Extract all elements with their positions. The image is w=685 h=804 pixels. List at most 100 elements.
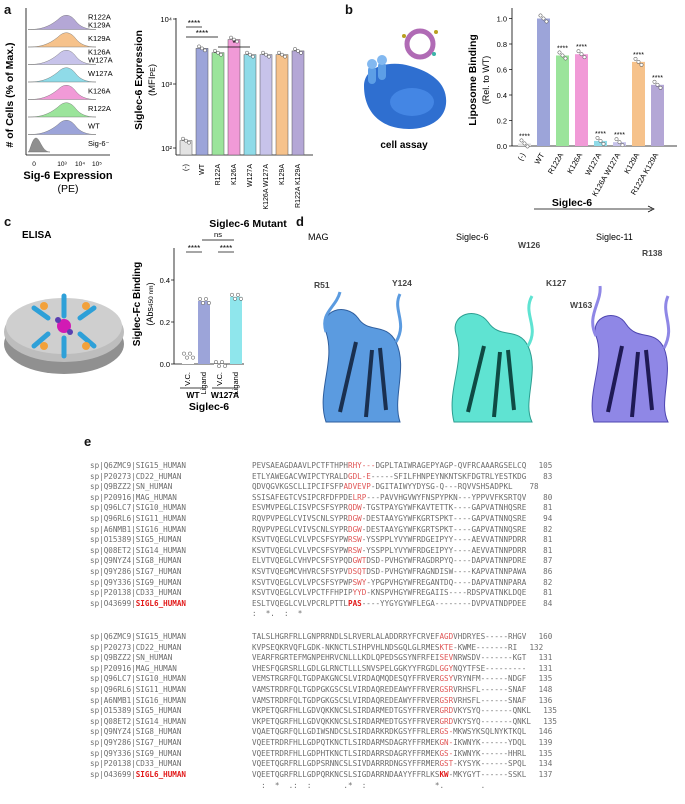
- alignment-row-sequence: VQEETQGRFRLLGDPQRKNCSLSIGDARRNDAAYYFFRLK…: [252, 769, 527, 779]
- alignment-row: sp|Q9BZZ2|SN_HUMAN VEARFRGRTEFMGNPEHRVCNL…: [90, 653, 557, 664]
- alignment-row: sp|Q96LC7|SIG10_HUMAN ESVMVPEGLCISVPCSFSY…: [90, 503, 552, 514]
- histogram-row-label: K129A: [88, 21, 111, 30]
- alignment-row: sp|A6NMB1|SIG16_HUMAN RQVPVPEGLCVIVSCNLSY…: [90, 525, 552, 536]
- alignment-row-id: sp|Q9Y336|SIG9_HUMAN: [90, 748, 182, 758]
- alignment-row: sp|O15389|SIG5_HUMAN KSVTVQEGLCVLVPCSFSYP…: [90, 535, 552, 546]
- alignment-row: sp|A6NMB1|SIG16_HUMAN VAMSTRDRFQLTGDPGKGS…: [90, 696, 557, 707]
- bar-ytick-2: 10⁴: [160, 15, 172, 24]
- alignment-row: sp|Q9Y286|SIG7_HUMAN KSVTVQEGMCVHVRCSFSYP…: [90, 567, 552, 578]
- liposome-category-label: (-): [516, 151, 528, 162]
- liposome-replicate-point: [620, 143, 625, 148]
- alignment-row-sequence: ELVTVQEGLCVHVPCSFSYPQDGWTDSD-PVHGYWFRAGD…: [252, 556, 527, 566]
- expression-category-label: WT: [199, 163, 206, 175]
- expression-replicate-point: [200, 46, 204, 51]
- expression-category-label: K126A W127A: [263, 164, 270, 210]
- sig-a-2: ****: [196, 29, 208, 38]
- alignment-row-position: 82: [543, 524, 553, 534]
- b-ytick: 1.0: [497, 15, 507, 24]
- histogram-ylabel: # of Cells (% of Max.): [4, 42, 16, 147]
- expression-replicate-point: [245, 50, 249, 55]
- siglec6-k127: K127: [546, 278, 567, 288]
- histogram-row: [27, 85, 97, 100]
- panel-label-e: e: [84, 434, 92, 449]
- liposome-replicate-point: [519, 138, 524, 143]
- liposome-sig-label: ****: [557, 45, 568, 52]
- histogram-row-label: W127A: [88, 69, 113, 78]
- liposome-replicate-point: [576, 49, 581, 54]
- alignment-row-sequence: KSVTVQEGLCVLVPCSFSYPWRSW-YSSPPLYVYWFRDGE…: [252, 545, 527, 555]
- elisa-category-label: Ligand: [231, 372, 240, 395]
- liposome-replicate-point: [639, 62, 644, 67]
- histogram-row-label: W127A: [88, 56, 113, 65]
- alignment-row: sp|Q9Y336|SIG9_HUMAN KSVTVQEGLCVLVPCSFSYP…: [90, 578, 552, 589]
- alignment-row-sequence: VQAETQGRFQLLGDIWSNDCSLSIRDARKRDKGSYFFRLE…: [252, 727, 527, 737]
- expression-replicate-point: [283, 54, 287, 59]
- alignment-row-position: 78: [529, 482, 539, 492]
- elisa-replicate-point: [201, 301, 205, 305]
- elisa-replicate-point: [223, 364, 227, 368]
- alignment-row-id: sp|Q96LC7|SIG10_HUMAN: [90, 503, 187, 513]
- alignment-row-position: 160: [538, 632, 553, 641]
- bar-xlabel: Siglec-6 Mutant: [209, 218, 287, 230]
- alignment-row-sequence: RQVPVPEGLCVIVSCNLSYPRDGW-DESTAAYGYWFKGRT…: [252, 513, 527, 523]
- alignment-row-id: sp|A6NMB1|SIG16_HUMAN: [90, 524, 187, 534]
- histogram-row-label: K126A: [88, 87, 111, 96]
- alignment-row-position: 146: [538, 727, 553, 737]
- alignment-row: sp|Q9BZZ2|SN_HUMAN QDVQGVKGSCLLIPCIFSFPAD…: [90, 482, 552, 493]
- alignment-row-position: 131: [538, 663, 553, 673]
- alignment-row: sp|Q08ET2|SIG14_HUMAN KSVTVQEGLCVLVPCSFSY…: [90, 546, 552, 557]
- alignment-row-position: 139: [538, 737, 553, 747]
- alignment-row-position: 137: [538, 769, 553, 779]
- alignment-row: sp|Q6ZMC9|SIG15_HUMAN TALSLHGRFRLLGNPRRND…: [90, 632, 557, 643]
- elisa-replicate-point: [233, 296, 237, 301]
- liposome-replicate-point: [652, 79, 657, 84]
- histogram-row: [27, 102, 97, 118]
- alignment-row-position: 136: [538, 695, 553, 705]
- expression-replicate-point: [264, 52, 268, 57]
- elisa-plate-illustration: ELISA: [4, 230, 124, 374]
- alignment-row-id: sp|O43699|SIGL6_HUMAN: [90, 769, 187, 779]
- c-group-wt: WT: [186, 390, 200, 400]
- expression-replicate-point: [261, 50, 265, 55]
- liposome-replicate-point: [522, 141, 527, 146]
- histogram-row: [27, 120, 97, 135]
- alignment-row-sequence: PEVSAEAGDAAVLPCTFTHPHRHY---DGPLTAIWRAGEP…: [252, 461, 527, 470]
- alignment-row: sp|O15389|SIG5_HUMAN VKPETQGRFHLLGDVQKKNC…: [90, 706, 557, 717]
- expression-replicate-point: [235, 39, 239, 44]
- expression-replicate-point: [213, 48, 217, 53]
- c-group-w127a: W127A: [211, 390, 239, 400]
- expression-replicate-point: [280, 52, 284, 57]
- alignment-row-id: sp|O43699|SIGL6_HUMAN: [90, 598, 187, 608]
- alignment-row-id: sp|P20916|MAG_HUMAN: [90, 663, 177, 673]
- liposome-replicate-point: [557, 50, 562, 55]
- liposome-replicate-point: [614, 137, 619, 142]
- liposome-category-label: K126A: [565, 151, 584, 175]
- hist-xtick-0: 0: [32, 161, 36, 168]
- alignment-row-id: sp|Q9Y336|SIG9_HUMAN: [90, 577, 182, 587]
- elisa-replicate-point: [204, 297, 208, 301]
- expression-replicate-point: [299, 51, 303, 55]
- alignment-row-position: 131: [538, 653, 553, 663]
- liposome-replicate-point: [601, 141, 606, 146]
- expression-bar: [243, 54, 257, 156]
- elisa-category-label: V.C.: [215, 372, 224, 386]
- liposome-category-label: K129A: [622, 151, 641, 175]
- expression-replicate-point: [232, 37, 236, 42]
- expression-bar: [195, 48, 209, 156]
- alignment-row-position: 87: [543, 556, 553, 566]
- expression-replicate-point: [229, 35, 233, 40]
- mag-r51: R51: [314, 280, 330, 290]
- alignment-row: sp|P20138|CD33_HUMAN KSVTVQEGLCVLVPCTFFHP…: [90, 588, 552, 599]
- alignment-row: sp|Q9Y336|SIG9_HUMAN VQEETRDRFHLLGDPHTKNC…: [90, 749, 557, 760]
- alignment-row: sp|Q96RL6|SIG11_HUMAN RQVPVPEGLCVIVSCNLSY…: [90, 514, 552, 525]
- alignment-row: sp|P20273|CD22_HUMAN ETLYAWEGACVWIPCTYRAL…: [90, 472, 552, 483]
- alignment-row-id: sp|P20138|CD33_HUMAN: [90, 759, 182, 769]
- alignment-row-id: sp|Q9NYZ4|SIG8_HUMAN: [90, 727, 182, 737]
- alignment-row: sp|O43699|SIGL6_HUMAN ESLTVQEGLCVLVPCRLPT…: [90, 599, 552, 610]
- expression-replicate-point: [277, 50, 281, 55]
- elisa-replicate-point: [198, 297, 202, 301]
- liposome-replicate-point: [560, 53, 565, 58]
- alignment-row-position: 135: [538, 748, 553, 758]
- elisa-replicate-point: [220, 360, 224, 364]
- c-ylabel: Siglec-Fc Binding: [132, 262, 143, 346]
